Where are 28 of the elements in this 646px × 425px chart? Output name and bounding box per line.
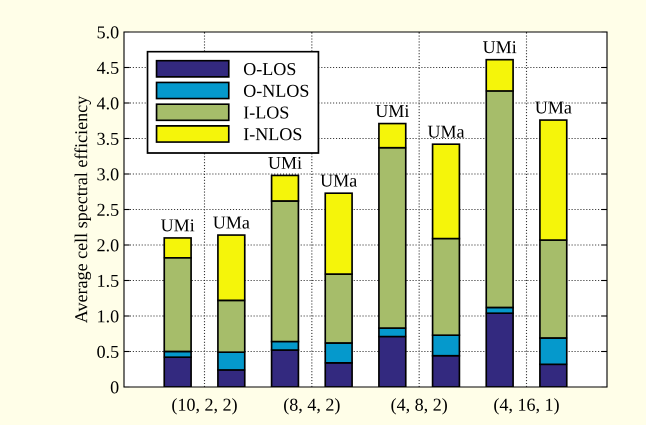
text: (10, 2, 2) (172, 398, 237, 414)
y-tick-label: 3.5 (97, 132, 118, 146)
annotation: UMi (482, 41, 516, 54)
legend-label: I-NLOS (244, 128, 302, 140)
legend-label: I-LOS (244, 106, 288, 119)
y-axis-title: Average cell spectral efficiency (74, 96, 92, 324)
text: (8, 4, 2) (284, 398, 340, 414)
legend-label: O-NLOS (244, 84, 308, 97)
annotation: UMa (320, 174, 357, 187)
y-tick-label: 0 (110, 381, 118, 394)
y-tick-label: 3.0 (97, 168, 118, 181)
annotation: UMi (160, 219, 194, 232)
y-tick-label: 5.0 (98, 26, 118, 39)
text: (4, 8, 2) (391, 398, 447, 414)
y-tick-label: 0.5 (97, 346, 118, 358)
annotation: UMi (268, 156, 302, 169)
y-tick-label: 2.5 (97, 204, 118, 216)
y-tick-label: 4.0 (96, 97, 118, 110)
y-tick-label: 1.5 (98, 274, 118, 288)
y-tick-label: 2.0 (97, 239, 118, 252)
annotation: UMa (213, 216, 250, 229)
legend-label: O-LOS (244, 63, 296, 76)
annotation: UMi (376, 105, 410, 118)
y-tick-label: 1.0 (98, 310, 118, 323)
y-tick-label: 4.5 (96, 62, 118, 74)
annotation: UMa (428, 126, 464, 138)
text: (4, 16, 1) (494, 398, 559, 414)
annotation: UMa (535, 102, 572, 114)
